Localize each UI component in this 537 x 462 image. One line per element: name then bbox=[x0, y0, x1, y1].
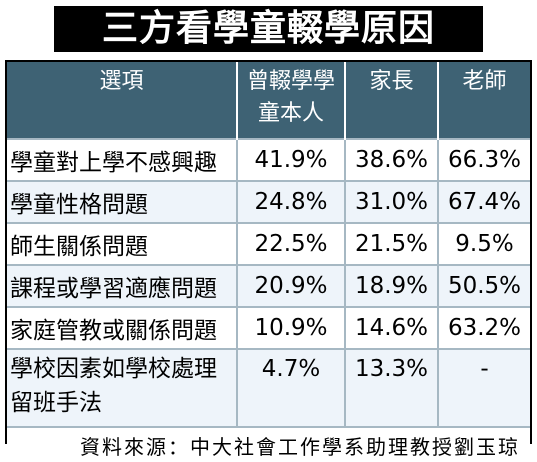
parents-value: 38.6% bbox=[345, 138, 439, 181]
teachers-value: 50.5% bbox=[438, 264, 530, 307]
header-row: 選項 曾輟學學童本人 家長 老師 bbox=[7, 62, 530, 139]
header-students: 曾輟學學童本人 bbox=[237, 62, 346, 139]
table-row: 師生關係問題 22.5% 21.5% 9.5% bbox=[7, 222, 530, 265]
table-row: 學童對上學不感興趣 41.9% 38.6% 66.3% bbox=[7, 138, 530, 181]
row-label: 師生關係問題 bbox=[7, 222, 238, 265]
infographic-panel: 三方看學童輟學原因 選項 曾輟學學童本人 家長 老師 學童對上學不感興趣 41.… bbox=[5, 6, 532, 462]
source-note: 資料來源：中大社會工作學系助理教授劉玉琼 bbox=[7, 426, 530, 462]
header-option: 選項 bbox=[7, 62, 238, 139]
row-label: 學校因素如學校處理留班手法 bbox=[7, 348, 238, 427]
survey-table: 選項 曾輟學學童本人 家長 老師 學童對上學不感興趣 41.9% 38.6% 6… bbox=[7, 62, 530, 462]
students-value: 22.5% bbox=[237, 222, 346, 265]
table-row: 學校因素如學校處理留班手法 4.7% 13.3% - bbox=[7, 348, 530, 427]
students-value: 41.9% bbox=[237, 138, 346, 181]
row-label: 課程或學習適應問題 bbox=[7, 264, 238, 307]
table-row: 課程或學習適應問題 20.9% 18.9% 50.5% bbox=[7, 264, 530, 307]
teachers-value: 67.4% bbox=[438, 180, 530, 223]
row-label: 家庭管教或關係問題 bbox=[7, 306, 238, 349]
row-label: 學童性格問題 bbox=[7, 180, 238, 223]
parents-value: 13.3% bbox=[345, 348, 439, 427]
teachers-value: - bbox=[438, 348, 530, 427]
parents-value: 14.6% bbox=[345, 306, 439, 349]
students-value: 4.7% bbox=[237, 348, 346, 427]
survey-table-frame: 選項 曾輟學學童本人 家長 老師 學童對上學不感興趣 41.9% 38.6% 6… bbox=[5, 60, 532, 462]
source-row: 資料來源：中大社會工作學系助理教授劉玉琼 bbox=[7, 426, 530, 462]
students-value: 10.9% bbox=[237, 306, 346, 349]
header-teachers: 老師 bbox=[438, 62, 530, 139]
table-row: 學童性格問題 24.8% 31.0% 67.4% bbox=[7, 180, 530, 223]
teachers-value: 9.5% bbox=[438, 222, 530, 265]
teachers-value: 63.2% bbox=[438, 306, 530, 349]
table-row: 家庭管教或關係問題 10.9% 14.6% 63.2% bbox=[7, 306, 530, 349]
parents-value: 21.5% bbox=[345, 222, 439, 265]
row-label: 學童對上學不感興趣 bbox=[7, 138, 238, 181]
table-header: 選項 曾輟學學童本人 家長 老師 bbox=[7, 62, 530, 139]
parents-value: 18.9% bbox=[345, 264, 439, 307]
table-footer: 資料來源：中大社會工作學系助理教授劉玉琼 bbox=[7, 426, 530, 462]
teachers-value: 66.3% bbox=[438, 138, 530, 181]
header-parents: 家長 bbox=[345, 62, 439, 139]
table-body: 學童對上學不感興趣 41.9% 38.6% 66.3% 學童性格問題 24.8%… bbox=[7, 138, 530, 427]
students-value: 24.8% bbox=[237, 180, 346, 223]
page-title: 三方看學童輟學原因 bbox=[101, 8, 435, 49]
students-value: 20.9% bbox=[237, 264, 346, 307]
parents-value: 31.0% bbox=[345, 180, 439, 223]
title-banner: 三方看學童輟學原因 bbox=[54, 6, 483, 52]
